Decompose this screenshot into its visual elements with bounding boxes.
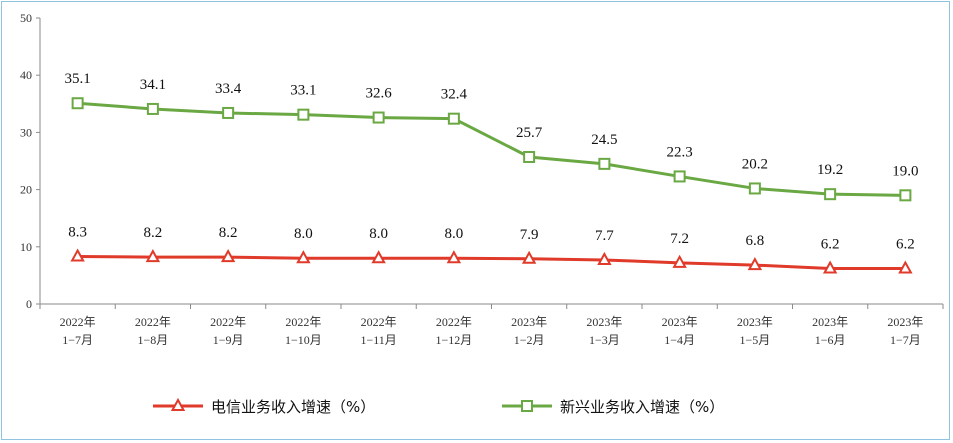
data-label-1: 22.3	[667, 144, 693, 160]
data-label-1: 32.6	[366, 86, 393, 102]
data-label-0: 8.0	[445, 226, 464, 242]
data-label-0: 8.2	[144, 225, 163, 241]
data-point-1	[673, 170, 686, 183]
x-tick-label-period: 1−2月	[514, 333, 545, 347]
data-point-0	[220, 249, 236, 263]
x-tick-label-period: 1−12月	[435, 333, 472, 347]
x-tick-label-period: 1−3月	[589, 333, 620, 347]
x-tick-label-year: 2022年	[436, 315, 472, 329]
data-point-1	[71, 97, 84, 110]
data-point-0	[597, 251, 612, 265]
data-label-0: 7.7	[595, 228, 614, 244]
data-label-1: 34.1	[140, 77, 166, 93]
data-point-1	[447, 112, 460, 125]
data-label-1: 35.1	[65, 71, 91, 87]
x-tick-label-period: 1−5月	[739, 333, 770, 347]
data-point-1	[748, 182, 761, 195]
data-label-1: 24.5	[591, 132, 617, 148]
y-tick-label: 50	[20, 11, 32, 25]
data-label-0: 7.9	[520, 227, 539, 243]
x-tick-label-period: 1−4月	[664, 333, 695, 347]
data-label-1: 20.2	[742, 156, 768, 172]
data-point-1	[146, 102, 159, 115]
data-point-1	[372, 111, 385, 124]
x-tick-label-period: 1−11月	[360, 333, 396, 347]
x-tick-label-period: 1−10月	[285, 333, 322, 347]
series-line-1	[77, 101, 906, 197]
x-tick-label-year: 2023年	[812, 315, 848, 329]
x-tick-label-period: 1−8月	[137, 333, 168, 347]
data-point-0	[371, 250, 386, 264]
data-point-0	[446, 250, 462, 264]
data-label-1: 33.1	[290, 83, 316, 99]
series-line-0	[77, 255, 906, 271]
data-point-1	[297, 108, 310, 121]
data-label-0: 8.0	[369, 226, 388, 242]
y-tick-label: 0	[26, 297, 32, 311]
y-tick-label: 10	[20, 240, 32, 254]
data-point-1	[824, 188, 837, 201]
x-tick-label-period: 1−6月	[815, 333, 846, 347]
x-tick-label-period: 1−9月	[213, 333, 244, 347]
x-tick-label-year: 2022年	[60, 315, 96, 329]
data-label-0: 6.2	[896, 237, 915, 253]
data-label-1: 25.7	[516, 125, 543, 141]
x-tick-label-year: 2022年	[285, 315, 321, 329]
legend-marker-0	[170, 397, 186, 411]
data-label-0: 6.8	[746, 233, 765, 249]
legend-label-0: 电信业务收入增速（%）	[211, 398, 375, 416]
data-point-1	[598, 157, 611, 170]
data-point-0	[296, 250, 311, 264]
data-label-0: 6.2	[821, 237, 840, 253]
x-tick-label-year: 2022年	[361, 315, 397, 329]
data-point-0	[822, 260, 838, 274]
data-point-1	[523, 150, 536, 163]
legend-marker-1	[521, 400, 533, 412]
data-point-1	[222, 106, 235, 119]
data-label-1: 19.0	[892, 163, 918, 179]
data-label-1: 33.4	[215, 81, 242, 97]
data-point-0	[747, 257, 763, 271]
data-point-0	[521, 250, 537, 264]
data-label-1: 32.4	[441, 87, 468, 103]
legend-label-1: 新兴业务收入增速（%）	[560, 398, 724, 416]
data-point-1	[899, 189, 912, 202]
x-tick-label-period: 1−7月	[62, 333, 93, 347]
data-label-0: 7.2	[670, 231, 689, 247]
x-tick-label-year: 2022年	[135, 315, 171, 329]
data-label-0: 8.3	[68, 225, 87, 241]
data-label-0: 8.2	[219, 225, 238, 241]
y-tick-label: 30	[20, 125, 32, 139]
x-tick-label-year: 2022年	[210, 315, 246, 329]
data-point-0	[70, 248, 85, 262]
x-tick-label-year: 2023年	[737, 315, 773, 329]
x-tick-label-year: 2023年	[887, 315, 923, 329]
data-label-1: 19.2	[817, 162, 843, 178]
x-tick-label-year: 2023年	[511, 315, 547, 329]
x-tick-label-period: 1−7月	[890, 333, 921, 347]
y-tick-label: 40	[20, 68, 32, 82]
y-tick-label: 20	[20, 183, 32, 197]
data-point-0	[898, 260, 913, 274]
x-tick-label-year: 2023年	[586, 315, 622, 329]
data-point-0	[145, 249, 161, 263]
x-tick-label-year: 2023年	[662, 315, 698, 329]
data-point-0	[672, 254, 687, 268]
data-label-0: 8.0	[294, 226, 313, 242]
